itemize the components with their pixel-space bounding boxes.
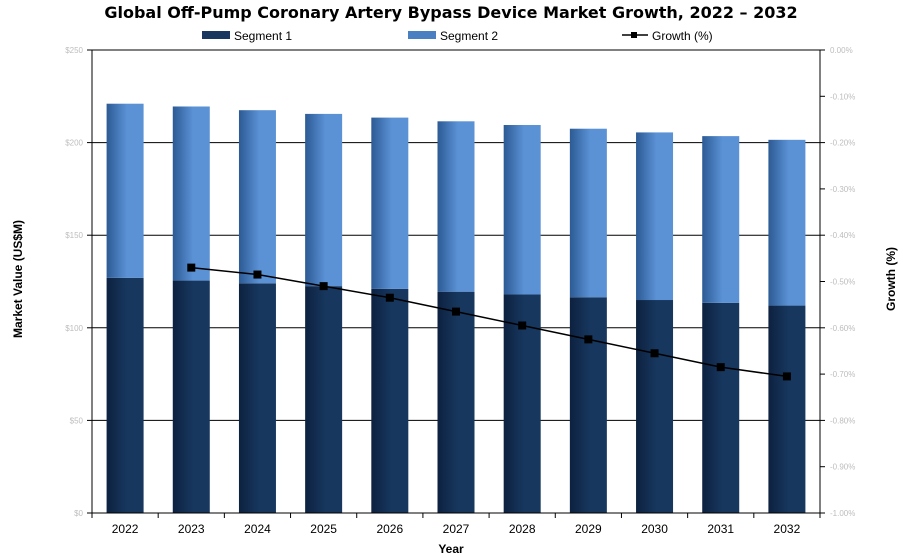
chart-title: Global Off-Pump Coronary Artery Bypass D… — [104, 3, 797, 22]
bar-segment-1 — [768, 305, 806, 513]
bar-segment-1 — [305, 286, 343, 513]
bar-segment-2 — [503, 125, 541, 295]
bar-segment-1 — [702, 302, 740, 513]
bar-segment-1 — [172, 280, 210, 513]
y2-tick-label: -0.60% — [830, 324, 855, 333]
growth-point — [452, 307, 460, 316]
bar-segment-2 — [106, 103, 144, 278]
bars — [106, 103, 806, 513]
x-tick-label: 2032 — [774, 522, 801, 536]
bar-segment-1 — [106, 277, 144, 513]
x-tick-label: 2024 — [244, 522, 271, 536]
y-axis-label: Market Value (US$M) — [11, 220, 25, 338]
y2-tick-label: -0.10% — [830, 92, 855, 101]
y2-tick-label: -0.70% — [830, 370, 855, 379]
bar-segment-2 — [305, 113, 343, 287]
legend-swatch-segment-1 — [202, 31, 230, 39]
bar-segment-1 — [569, 297, 607, 513]
y2-tick-label: -0.20% — [830, 139, 855, 148]
x-tick-label: 2030 — [641, 522, 668, 536]
x-tick-labels: 2022 2023 2024 2025 2026 2027 2028 2029 2030 2031… — [112, 522, 801, 536]
bar-segment-1 — [503, 294, 541, 513]
x-tick-label: 2023 — [178, 522, 205, 536]
y2-tick-label: -0.30% — [830, 185, 855, 194]
legend-label-growth: Growth (%) — [652, 29, 713, 43]
y-tick-label: $250 — [65, 46, 83, 55]
bar-segment-1 — [437, 291, 475, 513]
x-tick-label: 2025 — [310, 522, 337, 536]
growth-point — [253, 270, 262, 279]
y-tick-label: $100 — [65, 324, 83, 333]
growth-line-path — [191, 266, 788, 378]
x-tick-label: 2022 — [112, 522, 139, 536]
bar-segment-2 — [172, 106, 210, 281]
growth-point — [650, 349, 659, 358]
y2-axis-label: Growth (%) — [884, 247, 898, 311]
growth-point — [385, 293, 394, 302]
bar-segment-2 — [437, 121, 475, 292]
legend-label-segment-2: Segment 2 — [440, 29, 498, 43]
growth-line — [187, 263, 791, 381]
y2-tick-label: -0.50% — [830, 278, 855, 287]
bar-segment-1 — [238, 283, 276, 513]
bar-segment-2 — [569, 128, 607, 298]
legend-label-segment-1: Segment 1 — [234, 29, 292, 43]
bar-segment-2 — [636, 132, 674, 301]
bar-segment-1 — [371, 288, 409, 513]
y-tick-label: $200 — [65, 139, 83, 148]
legend-marker-growth — [631, 32, 637, 38]
y2-tick-label: -0.80% — [830, 416, 855, 425]
bar-segment-2 — [238, 110, 276, 284]
y2-tick-label: -0.90% — [830, 463, 855, 472]
y-tick-label: $150 — [65, 231, 83, 240]
y-tick-labels: $0 $50 $100 $150 $200 $250 — [65, 46, 83, 518]
bar-segment-1 — [636, 300, 674, 513]
axes — [87, 49, 825, 518]
x-tick-label: 2031 — [707, 522, 734, 536]
bar-segment-2 — [371, 117, 409, 289]
growth-point — [187, 263, 196, 272]
growth-point — [319, 282, 328, 291]
y2-tick-label: -0.40% — [830, 231, 855, 240]
y2-tick-label: -1.00% — [830, 509, 855, 518]
growth-point — [518, 321, 527, 330]
y2-tick-label: 0.00% — [830, 46, 853, 55]
bar-segment-2 — [702, 136, 740, 303]
legend: Segment 1 Segment 2 Growth (%) — [202, 29, 713, 43]
y-tick-label: $50 — [70, 416, 84, 425]
legend-swatch-segment-2 — [408, 31, 436, 39]
x-tick-label: 2028 — [509, 522, 536, 536]
x-tick-label: 2026 — [376, 522, 403, 536]
y2-tick-labels: 0.00% -0.10% -0.20% -0.30% -0.40% -0.50% -0.60… — [830, 46, 855, 518]
y-tick-label: $0 — [74, 509, 83, 518]
growth-point — [716, 363, 725, 372]
x-tick-label: 2029 — [575, 522, 602, 536]
x-axis-label: Year — [438, 542, 464, 556]
bar-segment-2 — [768, 139, 806, 306]
x-tick-label: 2027 — [443, 522, 470, 536]
growth-point — [782, 372, 791, 381]
growth-point — [584, 335, 593, 344]
